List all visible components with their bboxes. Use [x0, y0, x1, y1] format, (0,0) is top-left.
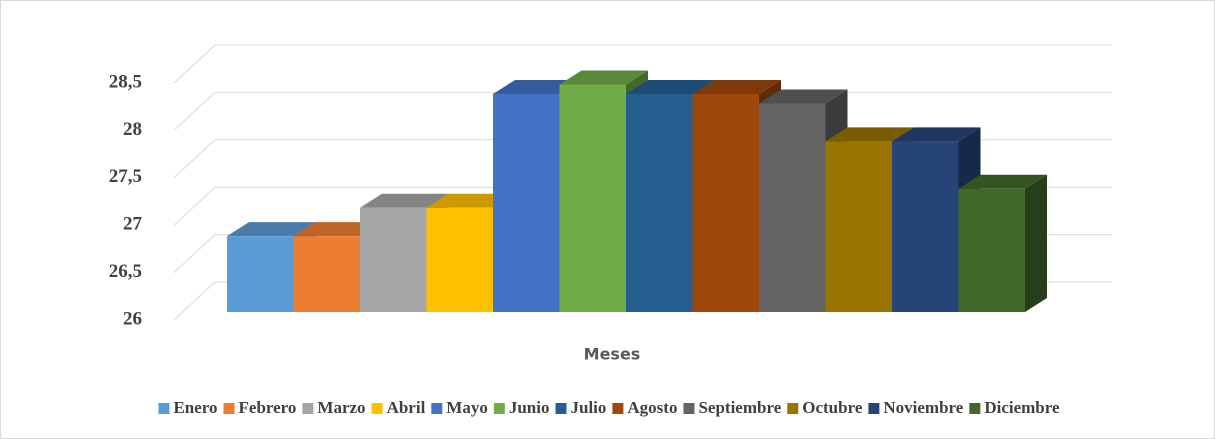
- legend-label: Diciembre: [984, 398, 1060, 417]
- legend-label: Octubre: [802, 398, 863, 417]
- legend-label: Enero: [173, 398, 217, 417]
- bar-top: [293, 222, 382, 237]
- legend-label: Agosto: [627, 398, 677, 417]
- grid-line: [173, 234, 216, 273]
- bar: [692, 93, 759, 313]
- bar: [892, 141, 959, 312]
- bar-top: [692, 79, 781, 94]
- bar: [825, 141, 892, 312]
- legend-swatch: [787, 403, 799, 414]
- bar: [559, 84, 626, 312]
- bar-top: [892, 127, 981, 142]
- bar-top: [825, 127, 914, 142]
- grid-line: [173, 281, 216, 321]
- x-axis-label: Meses: [584, 345, 641, 364]
- legend-swatch: [302, 403, 314, 414]
- bar-top: [360, 193, 449, 208]
- bar: [293, 236, 360, 312]
- legend-swatch: [158, 403, 170, 414]
- bar-top: [958, 174, 1047, 189]
- grid-line: [173, 92, 216, 131]
- bar-top: [559, 70, 648, 85]
- y-tick-label: 28: [123, 119, 142, 140]
- bar-top: [759, 89, 848, 104]
- legend-swatch: [555, 403, 567, 414]
- bar: [227, 236, 294, 312]
- legend-label: Mayo: [446, 398, 488, 417]
- y-tick-label: 28,5: [109, 71, 142, 92]
- bar: [958, 188, 1025, 312]
- bar: [360, 207, 427, 312]
- bar-top: [493, 79, 582, 94]
- bar-top: [626, 79, 715, 94]
- legend-label: Abril: [387, 398, 426, 417]
- bar: [626, 93, 693, 313]
- legend-swatch: [493, 403, 505, 414]
- bar: [493, 93, 560, 313]
- bar: [426, 207, 493, 312]
- legend-swatch: [371, 403, 383, 414]
- y-tick-label: 26: [123, 308, 142, 329]
- legend-label: Julio: [570, 398, 606, 417]
- legend-label: Noviembre: [883, 398, 963, 417]
- legend-swatch: [223, 403, 235, 414]
- legend-swatch: [969, 403, 981, 414]
- legend-swatch: [683, 403, 695, 414]
- y-tick-label: 26,5: [109, 261, 142, 282]
- bar-side: [1025, 174, 1047, 312]
- legend-label: Marzo: [317, 398, 365, 417]
- y-tick-label: 27: [123, 214, 143, 235]
- legend-label: Febrero: [239, 398, 297, 417]
- bar-top: [227, 222, 316, 237]
- legend-swatch: [612, 403, 624, 414]
- legend-label: Junio: [509, 398, 550, 417]
- grid-line: [173, 139, 216, 179]
- grid-line: [173, 44, 216, 84]
- legend-swatch: [868, 403, 880, 414]
- legend-swatch: [431, 403, 443, 414]
- legend-label: Septiembre: [698, 398, 781, 417]
- grid-line: [173, 186, 216, 226]
- bar-top: [426, 193, 515, 208]
- bar: [759, 103, 826, 312]
- y-tick-label: 27,5: [109, 166, 142, 187]
